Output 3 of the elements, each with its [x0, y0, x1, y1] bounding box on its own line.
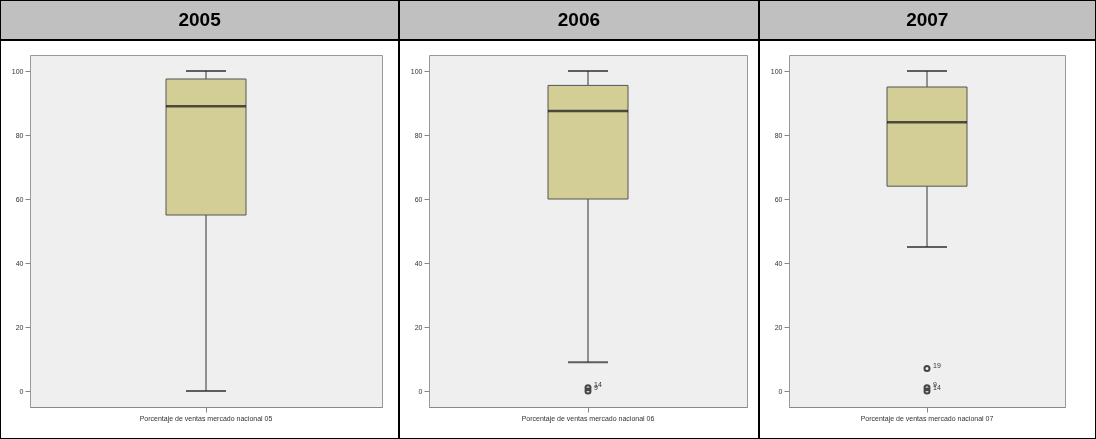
chart-title: 2005: [1, 1, 399, 41]
chart-title: 2007: [759, 1, 1095, 41]
chart-title: 2006: [400, 1, 758, 41]
